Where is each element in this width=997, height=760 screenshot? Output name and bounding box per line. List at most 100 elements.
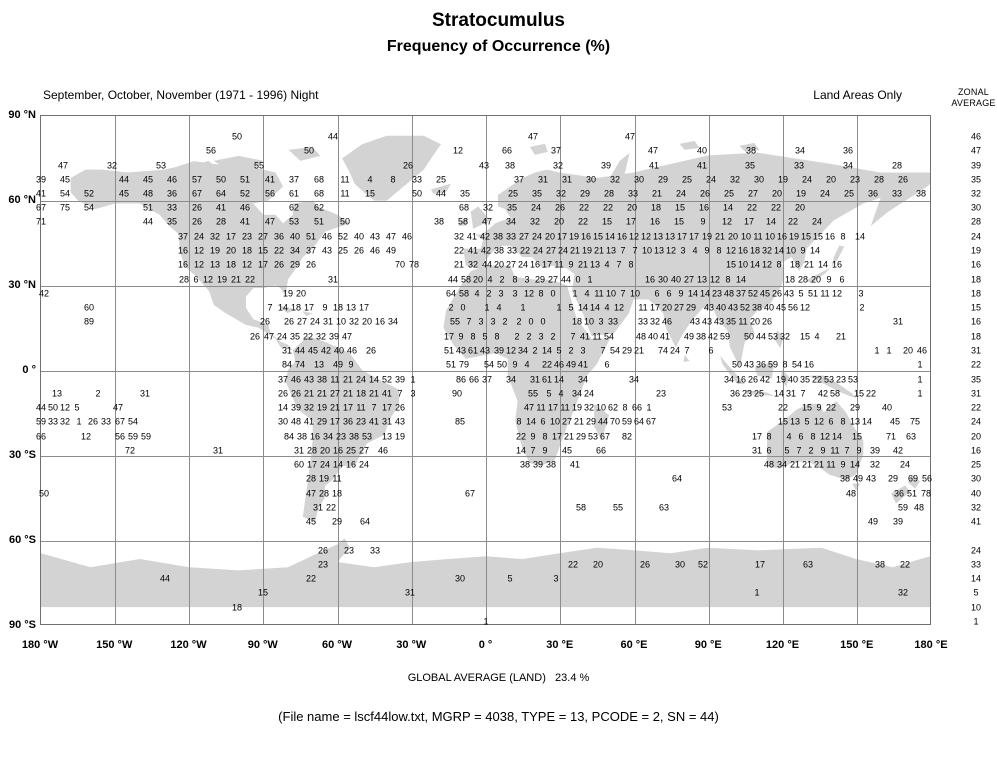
land-new-zealand-north	[908, 474, 921, 489]
file-info-label: (File name = lscf44low.txt, MGRP = 4038,…	[278, 709, 719, 724]
zonal-average-value: 16	[970, 445, 982, 456]
land-eurasia	[463, 152, 930, 368]
land-arctic-island-a	[213, 155, 264, 172]
lat-axis-label: 90 °S	[8, 619, 36, 631]
zonal-average-value: 5	[973, 587, 979, 598]
zonal-header-line2: AVERAGE	[951, 98, 996, 108]
land-sri-lanka	[683, 355, 690, 363]
zonal-average-value: 31	[970, 345, 982, 356]
grid-line-vertical	[634, 116, 636, 624]
zonal-average-value: 30	[970, 202, 982, 213]
zonal-average-value: 33	[970, 559, 982, 570]
lon-axis-label: 0 °	[478, 639, 493, 651]
zonal-average-value: 10	[970, 602, 982, 613]
land-borneo	[754, 361, 775, 379]
land-australia	[767, 401, 864, 481]
lon-axis-label: 120 °E	[765, 639, 800, 651]
zonal-average-value: 1	[973, 616, 979, 627]
land-areas-label: Land Areas Only	[813, 88, 902, 102]
world-map	[41, 135, 930, 608]
lat-axis-label: 60 °N	[8, 194, 36, 206]
zonal-average-value: 16	[970, 316, 982, 327]
lat-axis-label: 30 °S	[8, 449, 36, 461]
land-arctic-island-b	[288, 146, 321, 161]
zonal-average-value: 25	[970, 459, 982, 470]
land-north-america	[70, 161, 350, 351]
zonal-average-value: 24	[970, 416, 982, 427]
lon-axis-label: 30 °W	[396, 639, 427, 651]
land-tasmania	[852, 483, 861, 491]
season-period-label: September, October, November (1971 - 199…	[43, 88, 319, 102]
land-severnaya-zemlya	[679, 140, 700, 150]
lon-axis-label: 30 °E	[546, 639, 574, 651]
lon-axis-label: 90 °E	[694, 639, 722, 651]
map-plot-area	[40, 115, 931, 625]
zonal-average-value: 14	[970, 573, 982, 584]
zonal-average-value: 35	[970, 174, 982, 185]
zonal-average-value: 24	[970, 231, 982, 242]
grid-line-horizontal	[41, 540, 930, 542]
land-south-america	[285, 336, 400, 523]
grid-line-horizontal	[41, 455, 930, 457]
land-java	[744, 389, 775, 396]
zonal-average-value: 41	[970, 516, 982, 527]
figure-title: Stratocumulus	[431, 10, 566, 31]
zonal-average-value: 24	[970, 545, 982, 556]
zonal-average-value: 35	[970, 374, 982, 385]
zonal-average-value: 20	[970, 431, 982, 442]
zonal-average-value: 32	[970, 188, 982, 199]
lon-axis-label: 120 °W	[170, 639, 207, 651]
zonal-average-value: 22	[970, 359, 982, 370]
land-svalbard	[529, 143, 548, 155]
zonal-average-value: 15	[970, 302, 982, 313]
lat-axis-label: 30 °N	[8, 279, 36, 291]
lat-axis-label: 90 °N	[8, 109, 36, 121]
zonal-average-value: 40	[970, 488, 982, 499]
grid-line-horizontal	[41, 200, 930, 202]
land-philippines	[774, 330, 784, 349]
zonal-average-value: 46	[970, 131, 982, 142]
land-sulawesi	[780, 370, 790, 387]
lon-axis-label: 180 °E	[914, 639, 948, 651]
land-britain	[470, 206, 491, 229]
zonal-average-value: 32	[970, 502, 982, 513]
lon-axis-label: 60 °W	[321, 639, 353, 651]
grid-line-horizontal	[41, 285, 930, 287]
grid-line-horizontal	[41, 370, 930, 372]
land-iceland	[431, 183, 451, 194]
zonal-average-value: 16	[970, 259, 982, 270]
land-africa	[443, 265, 612, 466]
lon-axis-label: 60 °E	[620, 639, 648, 651]
figure-subtitle: Frequency of Occurrence (%)	[386, 38, 611, 55]
zonal-average-value: 22	[970, 402, 982, 413]
zonal-average-value: 18	[970, 331, 982, 342]
global-average-label: GLOBAL AVERAGE (LAND) 23.4 %	[407, 672, 590, 684]
land-arctic-island-c	[188, 160, 219, 175]
lon-axis-label: 90 °W	[247, 639, 278, 651]
zonal-average-value: 28	[970, 216, 982, 227]
land-novaya-zemlya	[609, 152, 630, 178]
lon-axis-label: 150 °W	[96, 639, 133, 651]
grid-line-vertical	[486, 116, 487, 624]
grid-line-vertical	[411, 116, 413, 624]
land-new-guinea	[808, 375, 856, 399]
land-madagascar	[594, 403, 610, 441]
lon-axis-label: 180 °W	[21, 639, 59, 651]
zonal-average-value: 19	[970, 245, 982, 256]
zonal-average-value: 31	[970, 388, 982, 399]
land-new-siberian-islands	[739, 142, 760, 152]
lat-axis-label: 60 °S	[8, 534, 36, 546]
zonal-average-header: ZONAL AVERAGE	[950, 87, 997, 109]
grid-line-vertical	[560, 116, 562, 624]
lat-axis-label: 0 °	[22, 364, 36, 376]
grid-line-vertical	[783, 116, 784, 624]
land-greenland	[342, 135, 442, 201]
grid-line-vertical	[337, 116, 339, 624]
zonal-header-line1: ZONAL	[957, 87, 989, 97]
zonal-average-value: 18	[970, 274, 982, 285]
zonal-average-value: 47	[970, 145, 982, 156]
zonal-average-value: 39	[970, 160, 982, 171]
grid-line-vertical	[189, 116, 190, 624]
land-hispaniola	[302, 311, 313, 317]
